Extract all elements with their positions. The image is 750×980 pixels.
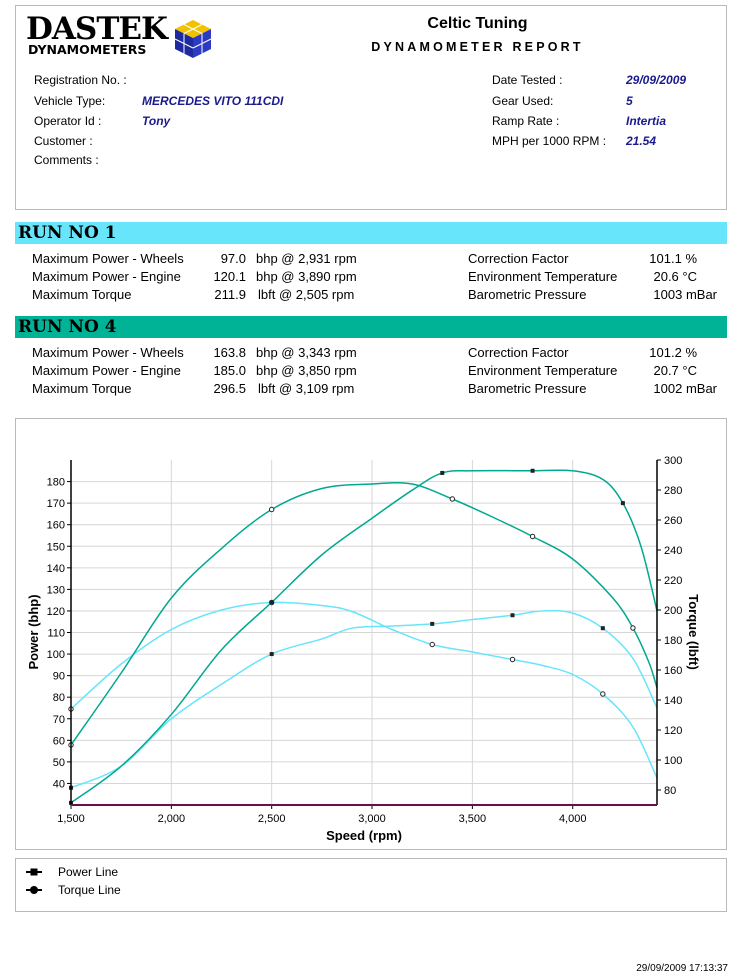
mph-label: MPH per 1000 RPM : [492,134,607,148]
run-1-row-2-unit: bhp @ 3,890 rpm [256,269,357,284]
run-1-row-1-label: Maximum Power - Wheels [32,251,184,266]
run-4-env-1-label: Correction Factor [468,345,569,360]
run-1-env-3-value: 1003 mBar [653,287,717,302]
mph-value: 21.54 [626,134,657,148]
run-4-row-2-unit: bhp @ 3,850 rpm [256,363,357,378]
run-4-row-1-unit: bhp @ 3,343 rpm [256,345,357,360]
company-name: Celtic Tuning [427,15,528,32]
run-1-title: RUN NO 1 [15,222,727,244]
run-1-row-2-label: Maximum Power - Engine [32,269,181,284]
comments-label: Comments : [34,153,99,167]
run-4-row-1-value: 163.8 [213,345,246,360]
run-1-env-1-label: Correction Factor [468,251,569,266]
run-4-row-3-value: 296.5 [213,381,246,396]
torque-line-legend-icon [26,886,42,894]
logo-cube-icon [174,20,212,58]
legend-torque-line: Torque Line [58,883,121,897]
ramp-value: Intertia [626,114,667,128]
vehicle-label: Vehicle Type: [34,94,106,108]
run-1-row-1-value: 97.0 [220,251,246,266]
legend-box [15,858,727,912]
run-4-row-2-value: 185.0 [213,363,246,378]
run-4-title: RUN NO 4 [15,316,727,338]
header-box [15,5,727,210]
gear-value: 5 [626,94,633,108]
report-title: DYNAMOMETER REPORT [371,40,584,54]
run-1-row-3-label: Maximum Torque [32,287,132,302]
footer-timestamp: 29/09/2009 17:13:37 [636,963,728,974]
power-line-legend-icon [26,868,42,876]
ramp-label: Ramp Rate : [492,114,560,128]
run-4-row-1-label: Maximum Power - Wheels [32,345,184,360]
run-4-env-2-label: Environment Temperature [468,363,618,378]
vehicle-value: MERCEDES VITO 111CDI [142,94,284,108]
legend-power-line: Power Line [58,865,119,879]
logo: DASTEK DYNAMOMETERS [26,14,216,62]
run-4-row-2-label: Maximum Power - Engine [32,363,181,378]
run-1-row-3-value: 211.9 [214,287,246,302]
logo-subtext: DYNAMOMETERS [28,42,147,57]
registration-label: Registration No. : [34,73,127,87]
run-1-env-3-label: Barometric Pressure [468,287,587,302]
run-1-row-2-value: 120.1 [213,269,246,284]
run-4-row-3-label: Maximum Torque [32,381,132,396]
operator-value: Tony [142,114,171,128]
run-4-env-1-value: 101.2 % [649,345,697,360]
run-4-row-3-unit: lbft @ 3,109 rpm [258,381,355,396]
logo-text: DASTEK [26,11,168,47]
run-1-row-3-unit: lbft @ 2,505 rpm [258,287,355,302]
date-value: 29/09/2009 [626,73,687,87]
run-1-row-1-unit: bhp @ 2,931 rpm [256,251,357,266]
run-4-env-3-value: 1002 mBar [653,381,717,396]
run-4-env-2-value: 20.7 °C [653,363,697,378]
run-1-env-2-value: 20.6 °C [653,269,697,284]
run-1-env-2-label: Environment Temperature [468,269,618,284]
gear-label: Gear Used: [492,94,554,108]
chart-box [15,418,727,850]
run-4-env-3-label: Barometric Pressure [468,381,587,396]
customer-label: Customer : [34,134,93,148]
date-label: Date Tested : [492,73,563,87]
run-1-env-1-value: 101.1 % [649,251,697,266]
operator-label: Operator Id : [34,114,102,128]
